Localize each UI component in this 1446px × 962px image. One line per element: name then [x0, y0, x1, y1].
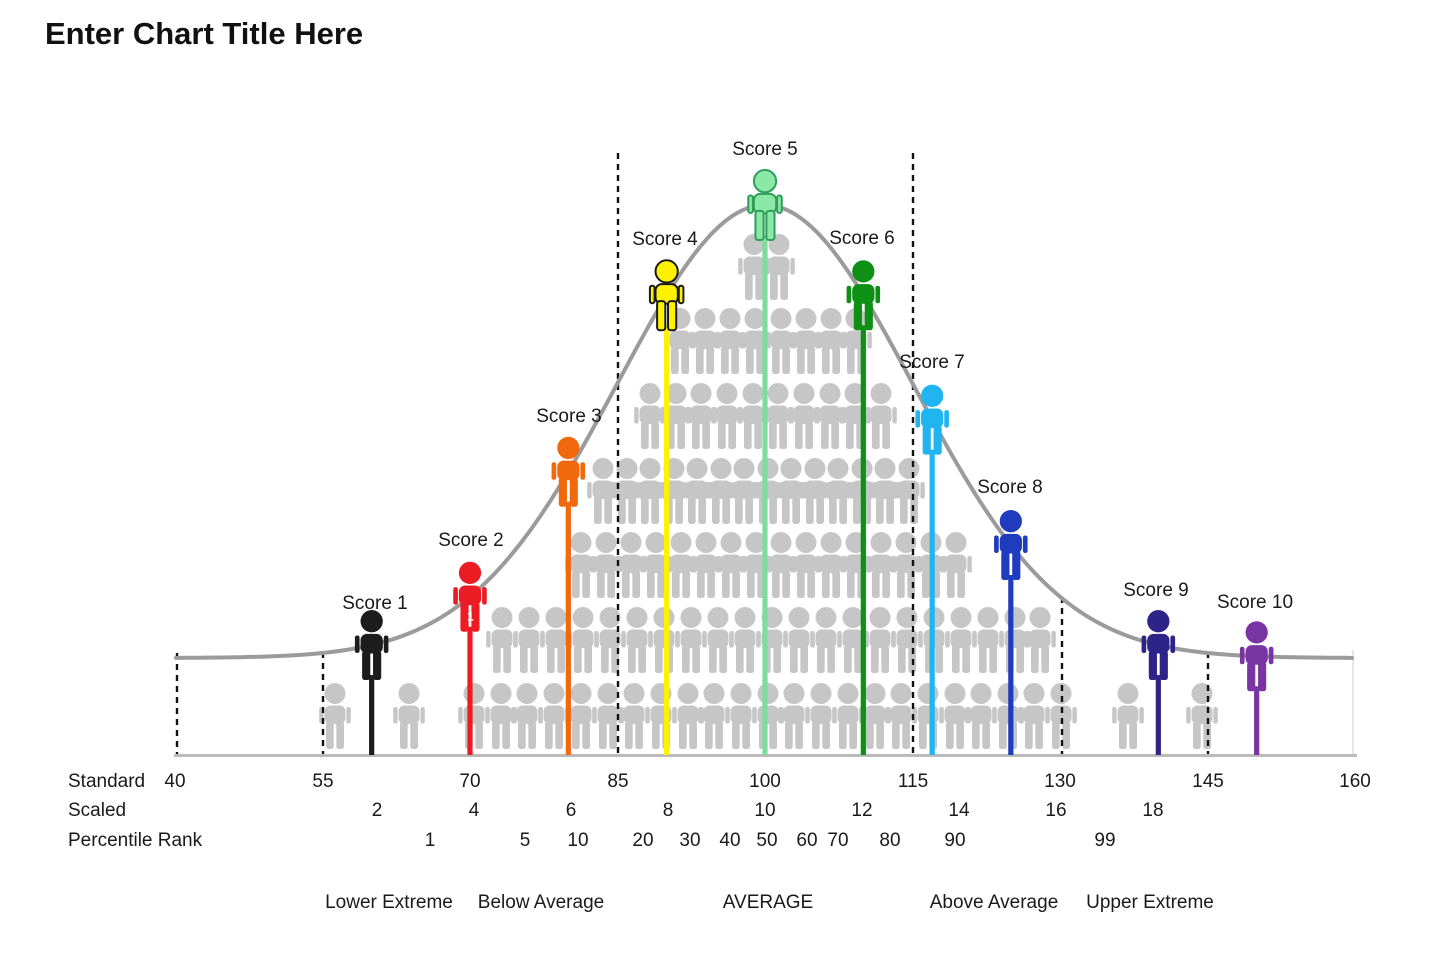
- crowd-person-icon: [513, 607, 545, 673]
- score-drop-line-9: [1155, 675, 1161, 755]
- crowd-person-icon: [891, 607, 923, 673]
- score-drop-line-4: [664, 325, 670, 755]
- crowd-person-icon: [729, 607, 761, 673]
- crowd-person-icon: [714, 308, 746, 374]
- score-drop-line-3: [565, 501, 571, 755]
- crowd-person-icon: [765, 532, 797, 598]
- crowd-person-icon: [587, 458, 619, 524]
- crowd-person-icon: [832, 683, 864, 749]
- crowd-person-icon: [725, 683, 757, 749]
- crowd-person-icon: [869, 458, 901, 524]
- crowd-person-icon: [859, 683, 891, 749]
- score-person-icon-1: [354, 610, 389, 681]
- score-person-icon-3: [551, 436, 586, 507]
- crowd-person-icon: [645, 683, 677, 749]
- crowd-person-icon: [611, 458, 643, 524]
- score-person-icon-2: [453, 561, 487, 632]
- crowd-person-icon: [540, 607, 572, 673]
- score-drop-line-7: [929, 449, 935, 755]
- crowd-person-icon: [778, 683, 810, 749]
- crowd-person-icon: [739, 308, 771, 374]
- crowd-person-icon: [810, 607, 842, 673]
- score-badge-2: 1: [467, 610, 474, 624]
- crowd-person-icon: [912, 683, 944, 749]
- crowd-person-icon: [815, 532, 847, 598]
- crowd-person-icon: [865, 383, 897, 449]
- score-person-icon-7: [915, 384, 949, 455]
- chart-title: Enter Chart Title Here: [45, 16, 364, 51]
- crowd-person-icon: [594, 607, 626, 673]
- score-person-icon-6: [846, 260, 881, 331]
- crowd-person-icon: [590, 532, 622, 598]
- crowd-person-icon: [1024, 607, 1056, 673]
- score-markers-layer: 1: [354, 169, 1274, 755]
- crowd-person-icon: [1045, 683, 1077, 749]
- crowd-person-icon: [864, 607, 896, 673]
- crowd-person-icon: [634, 383, 666, 449]
- score-drop-line-2: [467, 626, 473, 755]
- crowd-person-icon: [511, 683, 543, 749]
- crowd-person-icon: [702, 607, 734, 673]
- crowd-person-icon: [756, 607, 788, 673]
- crowd-person-icon: [565, 683, 597, 749]
- crowd-person-icon: [815, 308, 847, 374]
- crowd-person-icon: [945, 607, 977, 673]
- crowd-person-icon: [814, 383, 846, 449]
- crowd-person-icon: [805, 683, 837, 749]
- score-drop-line-10: [1254, 686, 1260, 755]
- crowd-person-icon: [839, 383, 871, 449]
- crowd-person-icon: [538, 683, 570, 749]
- score-drop-line-8: [1008, 575, 1014, 755]
- crowd-person-icon: [675, 607, 707, 673]
- crowd-person-icon: [621, 607, 653, 673]
- crowd-person-icon: [567, 607, 599, 673]
- crowd-person-icon: [458, 683, 490, 749]
- crowd-person-icon: [485, 683, 517, 749]
- crowd-person-icon: [618, 683, 650, 749]
- crowd-person-icon: [698, 683, 730, 749]
- crowd-person-icon: [393, 683, 425, 749]
- crowd-person-icon: [762, 383, 794, 449]
- crowd-person-icon: [715, 532, 747, 598]
- crowd-person-icon: [565, 532, 597, 598]
- crowd-person-icon: [486, 607, 518, 673]
- crowd-person-icon: [681, 458, 713, 524]
- score-person-icon-4: [648, 259, 685, 332]
- crowd-person-icon: [965, 683, 997, 749]
- crowd-person-icon: [672, 683, 704, 749]
- score-drop-line-6: [860, 325, 866, 755]
- score-person-icon-8: [994, 510, 1028, 581]
- crowd-person-icon: [634, 458, 666, 524]
- crowd-person-icon: [648, 607, 680, 673]
- crowd-person-icon: [837, 607, 869, 673]
- score-person-icon-9: [1141, 610, 1176, 681]
- score-drop-line-5: [762, 235, 768, 755]
- score-drop-line-1: [369, 675, 375, 755]
- crowd-person-icon: [1018, 683, 1050, 749]
- crowd-person-icon: [865, 532, 897, 598]
- crowd-layer: [319, 234, 1218, 749]
- crowd-person-icon: [790, 308, 822, 374]
- crowd-person-icon: [1186, 683, 1218, 749]
- crowd-person-icon: [319, 683, 351, 749]
- crowd-person-icon: [783, 607, 815, 673]
- crowd-person-icon: [765, 308, 797, 374]
- crowd-person-icon: [738, 234, 770, 300]
- crowd-person-icon: [1112, 683, 1144, 749]
- crowd-person-icon: [940, 532, 972, 598]
- crowd-person-icon: [939, 683, 971, 749]
- crowd-person-icon: [705, 458, 737, 524]
- score-person-icon-10: [1239, 621, 1274, 692]
- crowd-person-icon: [972, 607, 1004, 673]
- score-person-icon-5: [747, 169, 783, 241]
- dashed-lines-layer: [175, 153, 1210, 755]
- crowd-person-icon: [822, 458, 854, 524]
